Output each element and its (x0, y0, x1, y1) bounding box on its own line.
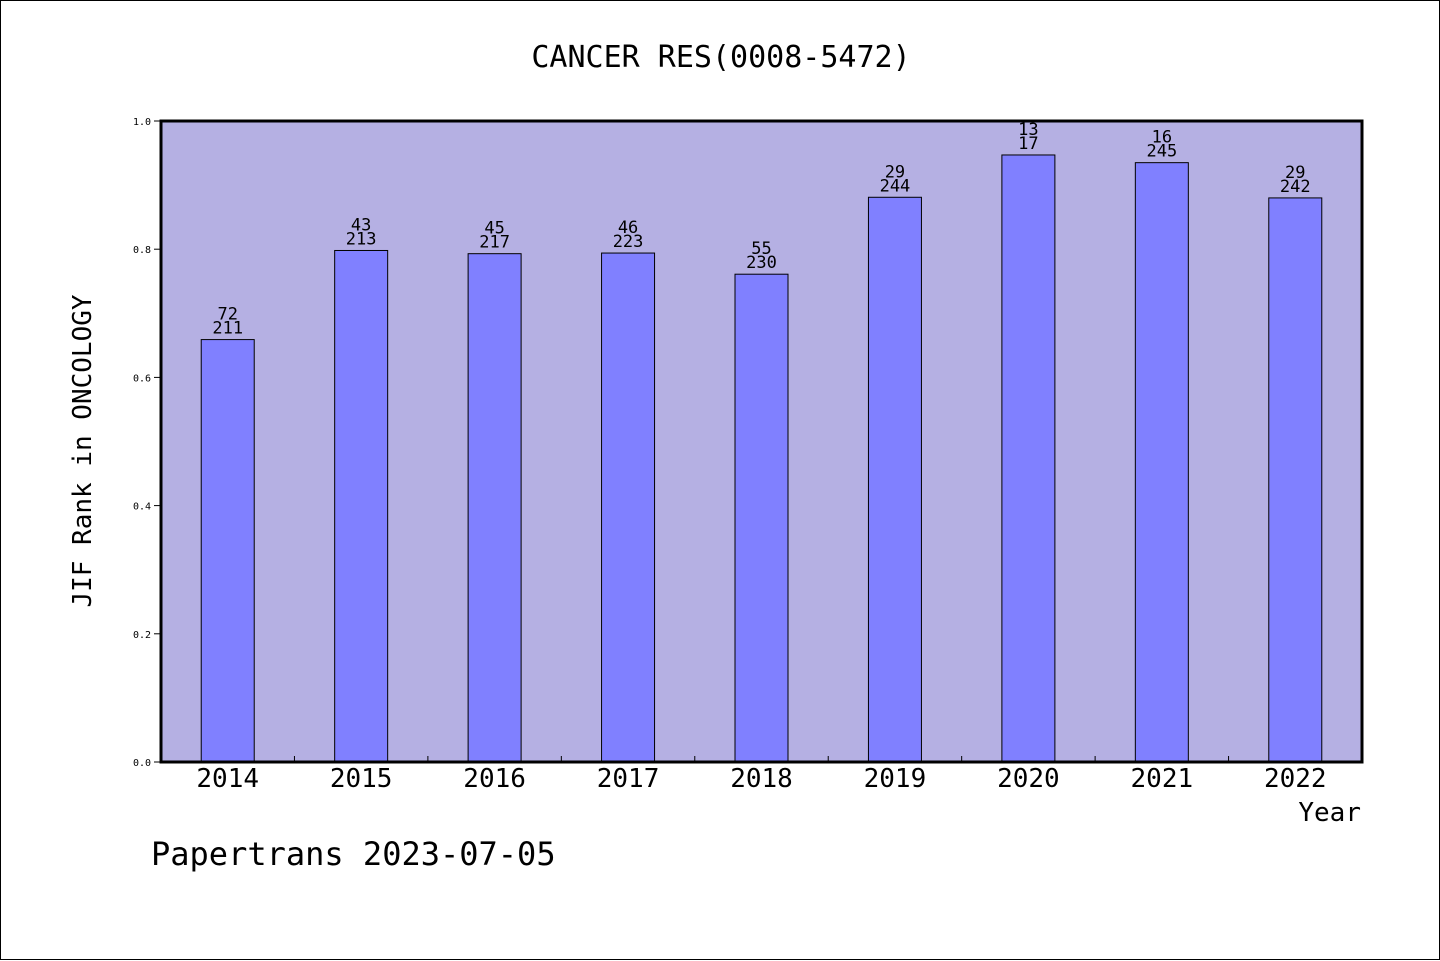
x-tick-label: 2018 (730, 764, 793, 794)
bar-rank-label: 43 (351, 215, 371, 235)
x-axis: 2014 2015 2016 2017 2018 2019 2020 2021 2022 (196, 756, 1327, 794)
bar-total-label: 213 (346, 229, 377, 249)
bar-rank-label: 29 (885, 162, 905, 182)
x-tick-label: 2019 (864, 764, 927, 794)
x-tick-label: 2015 (330, 764, 393, 794)
bar-total-label: 244 (880, 176, 911, 196)
bar-total-label: 230 (746, 253, 777, 273)
bar (734, 273, 789, 763)
y-axis-label: JIF Rank in ONCOLOGY (68, 294, 98, 607)
bar (1001, 154, 1056, 763)
y-tick-label: 0.8 (133, 245, 151, 256)
bar (200, 339, 255, 763)
bar-rank-label: 29 (1285, 163, 1305, 183)
bars (200, 154, 1323, 763)
y-tick-label: 1.0 (133, 117, 151, 128)
bar (601, 252, 656, 763)
footer-text: Papertrans 2023-07-05 (151, 835, 556, 873)
x-tick-label: 2020 (997, 764, 1060, 794)
y-tick-label: 0.2 (133, 630, 151, 641)
x-tick-label: 2017 (597, 764, 660, 794)
bar-total-label: 242 (1280, 177, 1311, 197)
bar-total-label: 17 (1018, 134, 1038, 154)
x-tick-label: 2014 (196, 764, 259, 794)
bar (1134, 162, 1189, 763)
bar-total-label: 245 (1146, 142, 1177, 162)
bar-total-label: 223 (613, 232, 644, 252)
chart-title: CANCER RES(0008-5472) (531, 40, 910, 75)
bar (467, 253, 522, 763)
y-tick-label: 0.4 (133, 502, 151, 513)
bar-total-label: 217 (479, 233, 510, 253)
bar-rank-label: 55 (751, 239, 771, 259)
plot-border (159, 119, 1364, 764)
bar-rank-label: 72 (217, 305, 237, 325)
bar-rank-label: 45 (484, 219, 504, 239)
bar (334, 249, 389, 763)
x-tick-label: 2021 (1131, 764, 1194, 794)
bar-rank-label: 16 (1152, 128, 1172, 148)
x-tick-label: 2016 (463, 764, 526, 794)
y-tick-label: 0.0 (133, 758, 151, 769)
bar-rank-label: 46 (618, 218, 638, 238)
x-axis-label: Year (1298, 798, 1361, 828)
x-tick-label: 2022 (1264, 764, 1327, 794)
y-axis: 0.0 0.2 0.4 0.6 0.8 1.0 (133, 117, 161, 769)
y-tick-label: 0.6 (133, 373, 151, 384)
bar (867, 196, 922, 763)
bar-rank-label: 13 (1018, 120, 1038, 140)
bar (1268, 197, 1323, 763)
bar-total-label: 211 (212, 319, 243, 339)
